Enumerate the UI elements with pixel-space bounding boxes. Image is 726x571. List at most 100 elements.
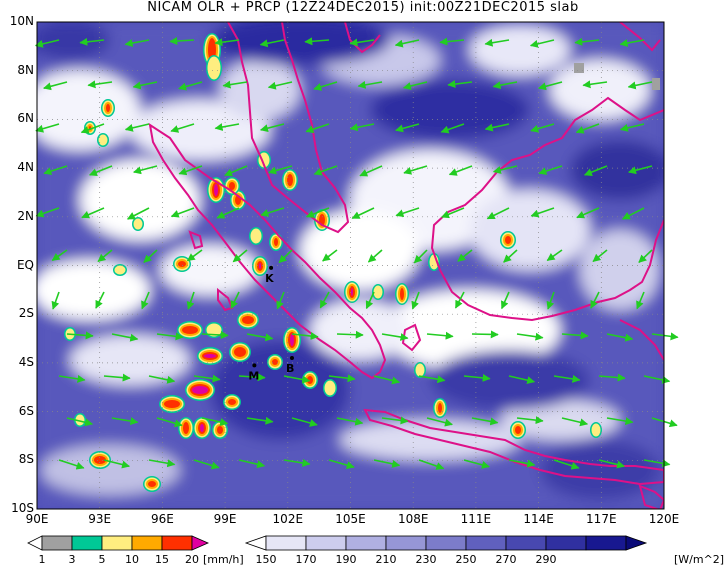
wind-arrow <box>411 291 420 310</box>
precip-tick-label: 10 <box>125 553 139 566</box>
colorbar-swatch <box>465 535 507 551</box>
precip-cell <box>164 400 180 408</box>
wind-arrow <box>365 291 375 310</box>
lon-label: 93E <box>88 512 112 526</box>
wind-arrow <box>313 81 338 91</box>
wind-arrow <box>561 417 589 427</box>
station-dot <box>252 363 257 368</box>
olr-tick-label: 150 <box>255 553 277 566</box>
precip-cell <box>206 323 222 337</box>
precip-layer <box>64 33 602 492</box>
station-dot <box>269 265 274 270</box>
wind-arrow <box>628 165 653 175</box>
precip-cell <box>228 399 236 405</box>
wind-arrow <box>283 375 311 384</box>
wind-arrow <box>319 291 330 309</box>
colorbar-end <box>625 535 648 551</box>
precip-tick-label: 3 <box>68 553 76 566</box>
wind-arrow <box>638 249 653 263</box>
precip-cell <box>204 354 216 358</box>
precip-cell <box>505 236 511 244</box>
colorbar-swatch <box>265 535 307 551</box>
precip-cell <box>75 414 85 426</box>
wind-arrow <box>508 375 536 385</box>
wind-arrow <box>124 39 150 47</box>
wind-arrow <box>81 207 105 219</box>
precip-cell <box>351 288 353 296</box>
wind-arrow <box>367 249 383 263</box>
wind-arrow <box>619 39 645 47</box>
lat-label: 2N <box>17 208 34 223</box>
wind-arrow <box>403 165 428 175</box>
olr-colorbar <box>244 535 648 551</box>
precip-colorbar <box>27 535 209 551</box>
wind-arrow <box>43 165 68 175</box>
wind-arrow <box>133 165 158 175</box>
precip-cell <box>229 182 235 190</box>
bali-coast <box>638 484 664 509</box>
colorbar-end <box>244 535 267 551</box>
olr-tick-label: 170 <box>295 553 317 566</box>
precip-cell <box>207 56 221 80</box>
wind-arrow <box>268 165 293 175</box>
wind-arrow <box>169 37 195 46</box>
wind-arrow <box>178 81 203 91</box>
gridlines <box>37 22 664 509</box>
wind-arrow <box>529 39 555 48</box>
wind-arrow <box>224 165 248 177</box>
olr-tick-label: 290 <box>535 553 557 566</box>
wind-arrow <box>88 165 113 176</box>
wind-arrow <box>178 165 203 176</box>
wind-arrow <box>336 330 364 339</box>
precip-cell <box>178 261 186 267</box>
wind-arrow <box>322 249 338 262</box>
wind-arrow <box>34 39 60 48</box>
wind-arrow <box>395 123 420 133</box>
wind-arrow <box>606 417 634 426</box>
colorbar-swatch <box>505 535 547 551</box>
wind-arrow <box>349 123 375 132</box>
wind-arrow <box>103 373 131 382</box>
wind-arrow <box>583 165 608 176</box>
wind-arrow <box>186 249 203 262</box>
wind-arrow <box>492 165 518 174</box>
precip-cell <box>400 288 404 300</box>
wind-arrow <box>246 416 274 425</box>
precip-cell <box>242 316 254 324</box>
wind-arrow <box>471 417 499 426</box>
wind-arrow <box>484 123 510 132</box>
precip-cell <box>183 422 189 434</box>
wind-arrow <box>598 459 626 469</box>
wind-arrow <box>349 38 375 47</box>
wind-arrow <box>463 459 490 469</box>
wind-arrow <box>291 332 319 341</box>
wind-arrow <box>500 291 510 310</box>
borneo-coast <box>430 96 664 322</box>
wind-arrow <box>530 207 555 218</box>
lat-label: 6S <box>18 403 34 418</box>
wind-arrow <box>426 331 454 340</box>
wind-arrow <box>143 249 158 263</box>
wind-arrow <box>51 291 60 310</box>
precip-cell <box>290 334 294 346</box>
colorbar-swatch <box>425 535 467 551</box>
wind-arrow <box>283 458 311 467</box>
colorbar-swatch <box>585 535 627 551</box>
wind-arrow <box>328 459 355 470</box>
precip-cell <box>272 359 278 365</box>
wind-arrow <box>619 123 645 132</box>
wind-arrow <box>561 331 589 340</box>
wind-arrow <box>492 81 518 90</box>
wind-arrow <box>148 459 176 468</box>
precip-tick-label: 5 <box>98 553 106 566</box>
wind-arrow <box>58 374 86 383</box>
wind-arrow <box>328 374 356 383</box>
precip-cell <box>214 184 218 196</box>
wind-arrow <box>538 165 563 175</box>
wind-arrow <box>95 291 105 309</box>
wind-arrow <box>201 417 229 426</box>
wind-arrow <box>381 416 409 425</box>
wind-arrow <box>305 207 330 218</box>
lon-label: 114E <box>523 512 554 526</box>
colorbar-swatch <box>345 535 387 551</box>
